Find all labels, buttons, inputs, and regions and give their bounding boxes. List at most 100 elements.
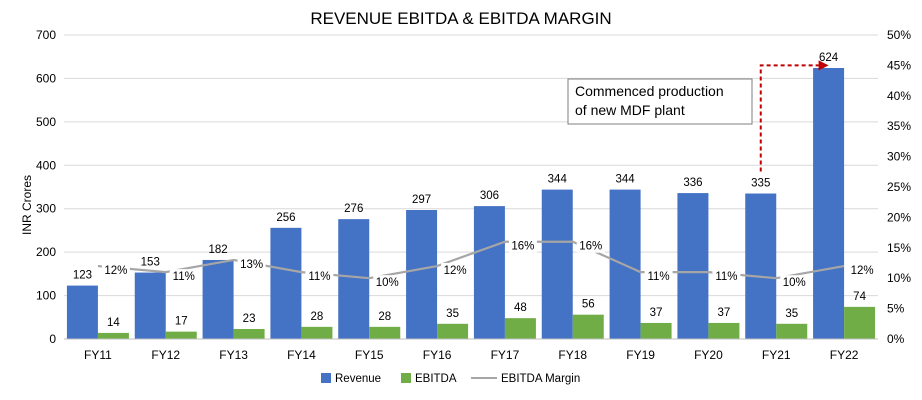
- x-tick-label: FY11: [84, 348, 112, 362]
- margin-label-bg: [712, 269, 741, 284]
- revenue-data-label: 276: [344, 203, 363, 215]
- y-tick-label: 300: [36, 202, 56, 216]
- x-axis: FY11 FY12 FY13 FY14 FY15 FY16 FY17 FY18 FY19 FY20…: [64, 338, 878, 362]
- annotation-box: [567, 78, 753, 125]
- margin-data-label: 12%: [851, 265, 874, 277]
- revenue-data-label: 336: [683, 177, 702, 189]
- margin-data-label: 16%: [579, 241, 602, 253]
- legend-label: EBITDA: [415, 373, 457, 385]
- ebitda-data-label: 37: [650, 307, 663, 319]
- ebitda-data-label: 28: [378, 311, 391, 323]
- margin-data-label: 11%: [173, 271, 195, 283]
- ebitda-data-label: 48: [514, 302, 527, 314]
- legend: Revenue EBITDA EBITDA Margin: [321, 373, 580, 385]
- ebitda-bar: [776, 323, 808, 339]
- margin-label-bg: [101, 263, 130, 278]
- y2-tick-label: 25%: [887, 180, 911, 194]
- y2-tick-label: 40%: [887, 89, 911, 103]
- y2-tick-label: 5%: [887, 302, 905, 316]
- margin-label-bg: [848, 263, 877, 278]
- margin-data-label: 12%: [104, 265, 127, 277]
- data-labels: 123 14 153 17 182 23 256 28 276 28 297 35 306 48 344 56…: [73, 52, 877, 329]
- ebitda-data-label: 28: [311, 311, 324, 323]
- y-tick-label: 500: [36, 115, 56, 129]
- x-tick-label: FY12: [151, 348, 180, 362]
- y-axis-title: INR Crores: [20, 175, 34, 235]
- y-tick-label: 0: [49, 332, 56, 346]
- margin-label-bg: [305, 269, 334, 284]
- y2-tick-label: 15%: [887, 241, 911, 255]
- revenue-bar: [541, 189, 573, 339]
- revenue-data-label: 344: [548, 174, 568, 186]
- revenue-data-label: 306: [480, 190, 499, 202]
- y2-tick-label: 45%: [887, 58, 911, 72]
- chart-title: REVENUE EBITDA & EBITDA MARGIN: [310, 9, 611, 28]
- y-tick-label: 100: [36, 289, 56, 303]
- revenue-bar: [270, 227, 302, 339]
- legend-swatch: [401, 373, 411, 383]
- margin-label-bg: [644, 269, 673, 284]
- gridlines: [64, 34, 878, 297]
- bars: [66, 68, 876, 340]
- ebitda-bar: [97, 332, 129, 339]
- margin-data-label: 11%: [308, 271, 330, 283]
- annotation: Commenced production of new MDF plant: [567, 60, 829, 172]
- ebitda-data-label: 37: [718, 307, 731, 319]
- y2-tick-label: 35%: [887, 119, 911, 133]
- y-axis-left: 0 100 200 300 400 500 600 700: [36, 28, 56, 346]
- revenue-bar: [677, 193, 709, 339]
- x-tick-label: FY21: [762, 348, 791, 362]
- ebitda-data-label: 35: [446, 308, 459, 320]
- revenue-bar: [134, 272, 166, 339]
- x-tick-label: FY17: [491, 348, 520, 362]
- ebitda-data-label: 74: [853, 291, 866, 303]
- x-tick-label: FY22: [830, 348, 859, 362]
- y-tick-label: 600: [36, 71, 56, 85]
- ebitda-data-label: 23: [243, 313, 256, 325]
- x-tick-label: FY14: [287, 348, 316, 362]
- x-tick-label: FY19: [626, 348, 655, 362]
- revenue-data-label: 123: [73, 270, 92, 282]
- x-tick-label: FY18: [558, 348, 587, 362]
- ebitda-data-label: 17: [175, 316, 188, 328]
- margin-data-label: 10%: [783, 277, 806, 289]
- y2-tick-label: 50%: [887, 28, 911, 42]
- ebitda-bar: [572, 314, 604, 339]
- revenue-bar: [406, 210, 438, 339]
- y2-tick-label: 20%: [887, 210, 911, 224]
- revenue-bar: [338, 219, 370, 339]
- revenue-data-label: 344: [615, 174, 635, 186]
- annotation-text: of new MDF plant: [575, 102, 685, 118]
- ebitda-bar: [301, 326, 333, 339]
- revenue-data-label: 256: [276, 212, 295, 224]
- ebitda-bar: [233, 329, 265, 339]
- y-tick-label: 200: [36, 245, 56, 259]
- y2-tick-label: 0%: [887, 332, 905, 346]
- ebitda-data-label: 35: [785, 308, 798, 320]
- legend-label: Revenue: [335, 373, 381, 385]
- ebitda-bar: [437, 323, 469, 339]
- margin-data-label: 13%: [240, 259, 263, 271]
- y-tick-label: 700: [36, 28, 56, 42]
- margin-label-bg: [237, 256, 266, 271]
- margin-data-label: 11%: [715, 271, 737, 283]
- ebitda-bar: [708, 322, 740, 339]
- x-tick-label: FY13: [219, 348, 248, 362]
- x-tick-label: FY15: [355, 348, 384, 362]
- y2-tick-label: 30%: [887, 150, 911, 164]
- revenue-data-label: 297: [412, 194, 431, 206]
- margin-label-bg: [169, 269, 198, 284]
- revenue-bar: [745, 193, 777, 339]
- y-tick-label: 400: [36, 158, 56, 172]
- ebitda-bar: [165, 331, 197, 339]
- margin-data-label: 10%: [376, 277, 399, 289]
- revenue-data-label: 335: [751, 178, 770, 190]
- ebitda-bar: [844, 306, 876, 339]
- revenue-data-label: 624: [819, 52, 839, 64]
- margin-label-bg: [373, 275, 402, 290]
- x-tick-label: FY16: [423, 348, 452, 362]
- revenue-bar: [813, 68, 845, 340]
- revenue-bar: [202, 259, 234, 339]
- margin-data-label: 16%: [511, 241, 534, 253]
